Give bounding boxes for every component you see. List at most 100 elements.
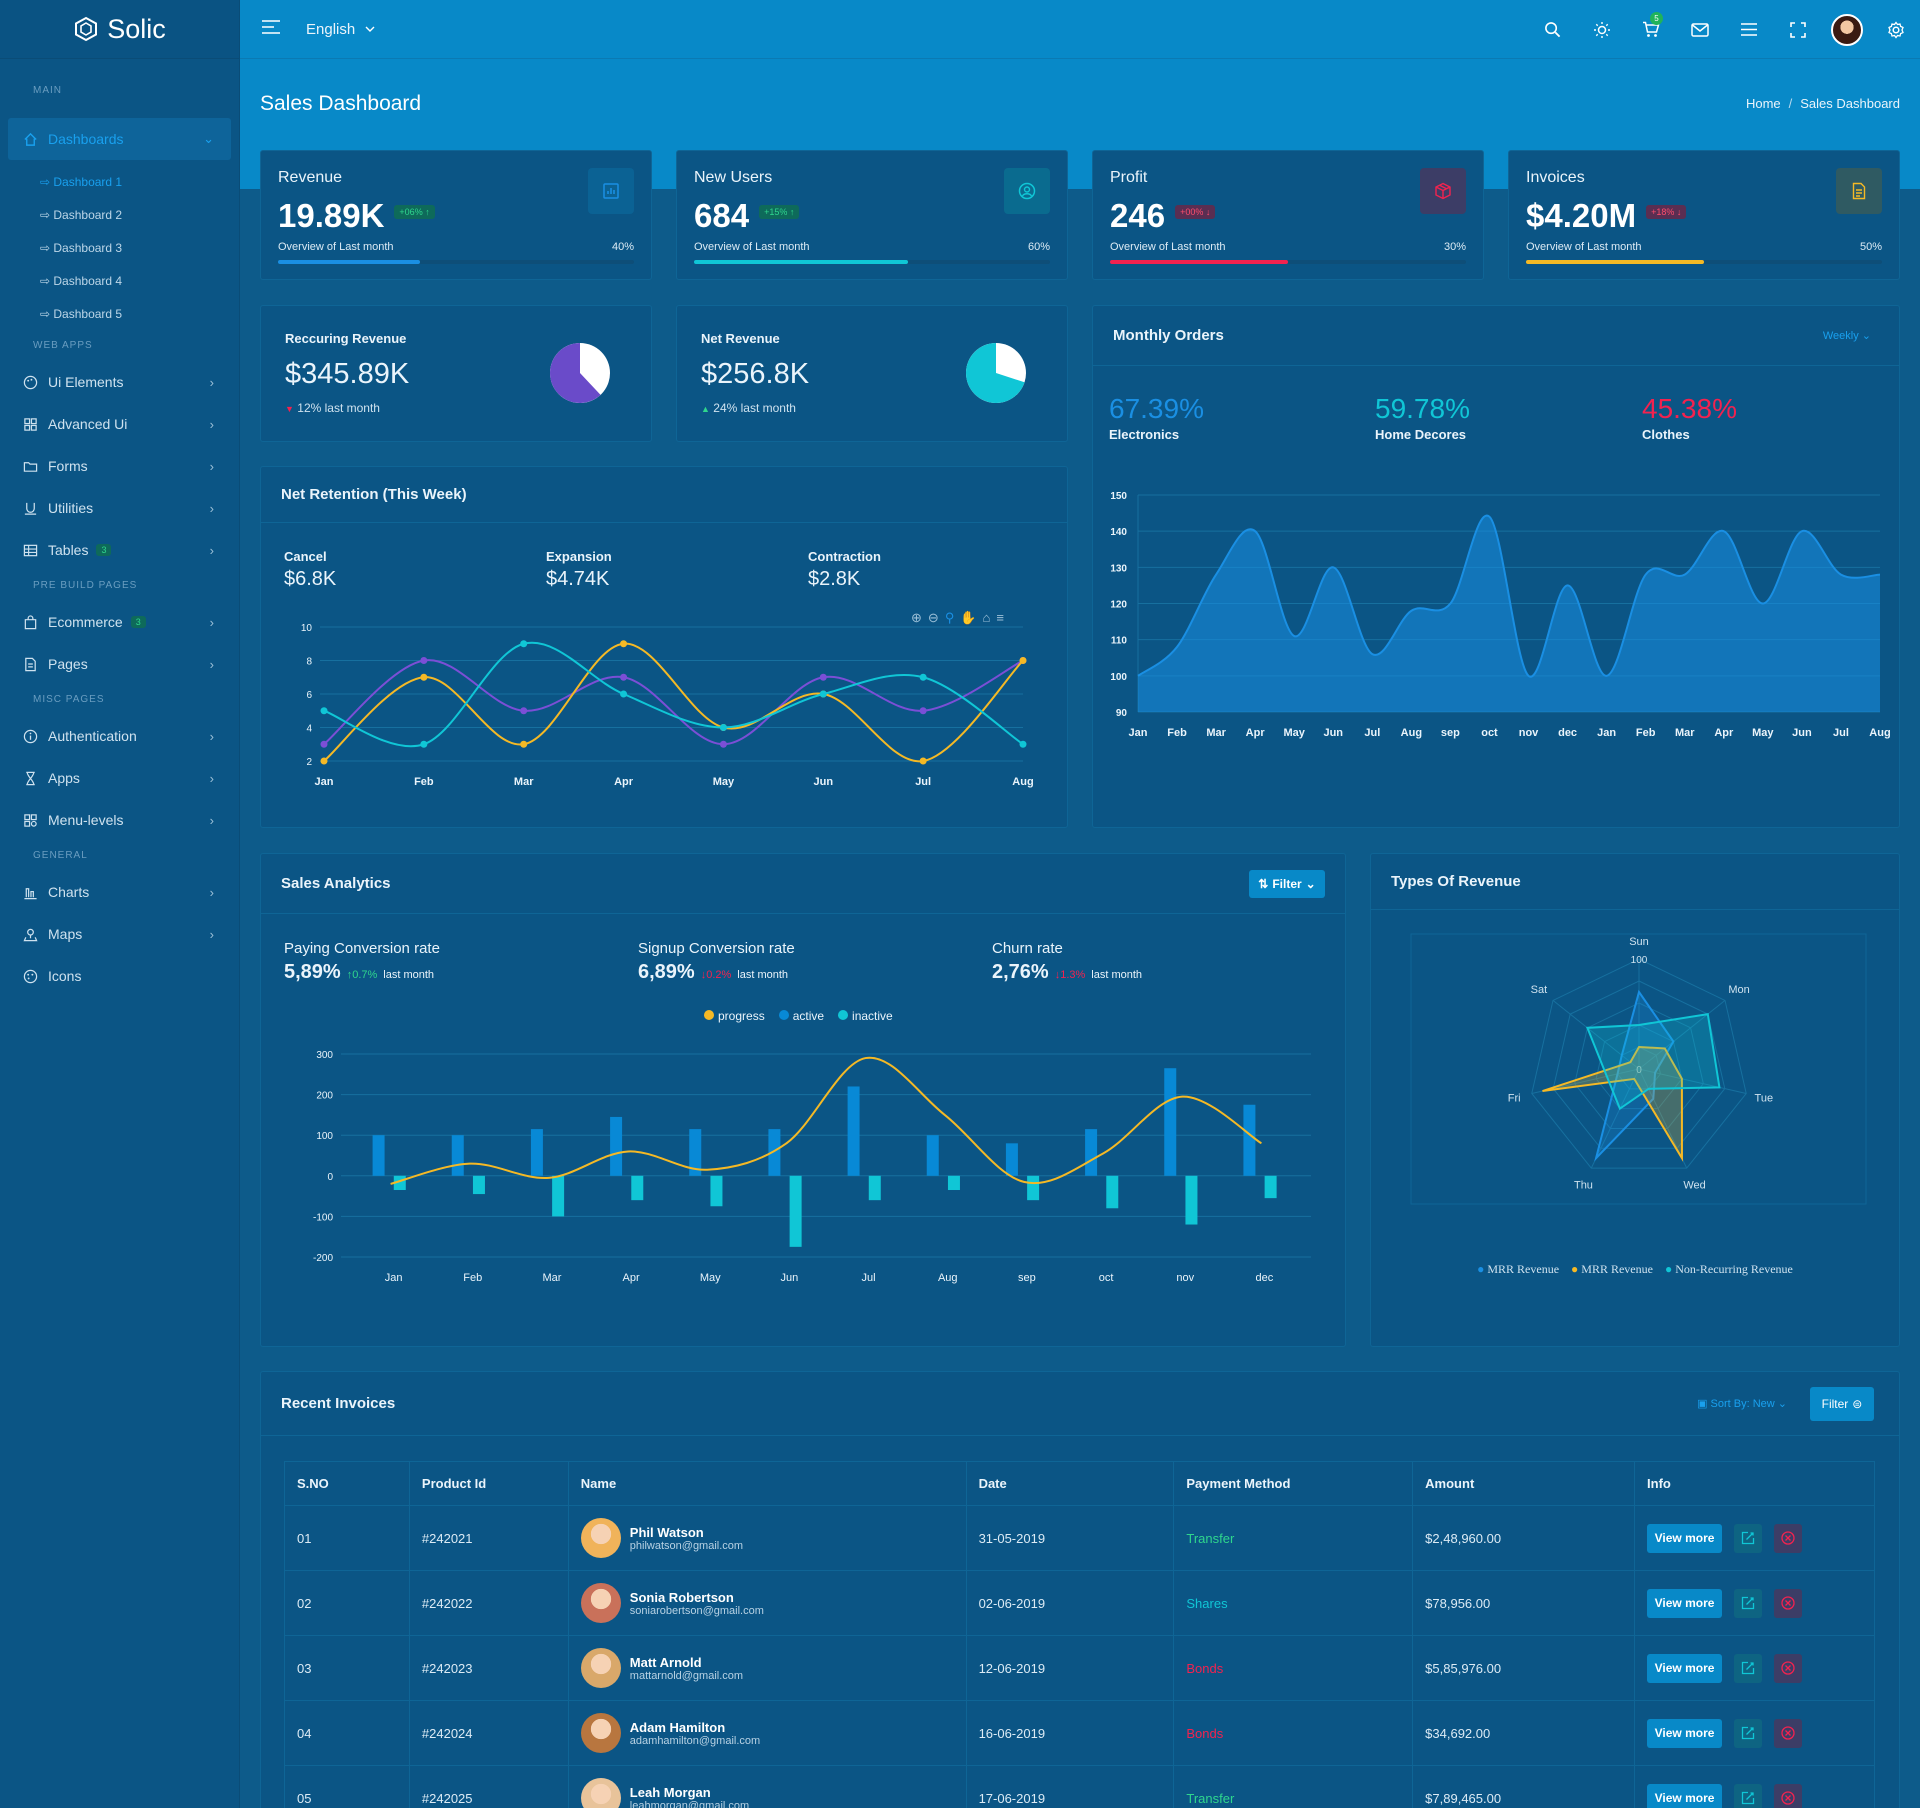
series-line	[323, 659, 1024, 746]
delete-button[interactable]	[1774, 1523, 1803, 1553]
series-line	[323, 642, 1024, 763]
zoom-out-icon[interactable]: ⊖	[927, 610, 939, 625]
bar-active	[847, 1086, 860, 1176]
data-point	[320, 707, 328, 715]
weekly-dropdown[interactable]: Weekly ⌄	[1822, 330, 1871, 342]
legend-item-non-recurring[interactable]: ● Non-Recurring Revenue	[1664, 1262, 1793, 1276]
legend-item-mrr-revenue-2[interactable]: ● MRR Revenue	[1571, 1262, 1653, 1276]
sidebar-subitem-dashboard-4[interactable]: ⇨ Dashboard 4	[40, 274, 123, 288]
stat-progress-fill	[1110, 260, 1288, 264]
sidebar-item-forms[interactable]: Forms ›	[0, 445, 239, 487]
metric-label: Contraction	[808, 549, 881, 564]
settings-button[interactable]	[1871, 0, 1920, 59]
column-header[interactable]: Payment Method	[1173, 1461, 1414, 1506]
y-tick-label: 0	[327, 1172, 333, 1183]
x-tick-label: May	[713, 776, 735, 788]
pan-hand-icon[interactable]: ✋	[960, 610, 977, 625]
sidebar-item-ui-elements[interactable]: Ui Elements ›	[0, 361, 239, 403]
radar-axis-label: Thu	[1574, 1179, 1593, 1191]
column-header[interactable]: Product Id	[408, 1461, 569, 1506]
bar-active	[1005, 1143, 1018, 1176]
invoices-table: S.NO Product Id Name Date Payment Method…	[284, 1461, 1875, 1808]
cell-payment-method: Transfer	[1173, 1765, 1414, 1808]
search-button[interactable]	[1528, 0, 1577, 59]
sidebar-item-tables[interactable]: Tables 3 ›	[0, 529, 239, 571]
metric-row: 6,89% ↓0.2% last month	[638, 961, 788, 984]
edit-button[interactable]	[1734, 1783, 1763, 1808]
radar-grid-ring	[1595, 1024, 1683, 1110]
sidebar-subitem-dashboard-3[interactable]: ⇨ Dashboard 3	[40, 241, 123, 255]
fullscreen-button[interactable]	[1773, 0, 1822, 59]
mail-button[interactable]	[1675, 0, 1724, 59]
view-more-button[interactable]: View more	[1647, 1783, 1723, 1808]
data-point	[520, 707, 528, 715]
sidebar-item-menu-levels[interactable]: Menu-levels ›	[0, 799, 239, 841]
sidebar-item-charts[interactable]: Charts ›	[0, 871, 239, 913]
stat-progress-fill	[694, 260, 908, 264]
sidebar-item-pages[interactable]: Pages ›	[0, 643, 239, 685]
sidebar-subitem-dashboard-1[interactable]: ⇨ Dashboard 1	[40, 175, 123, 189]
filter-button[interactable]: Filter ⊜	[1810, 1387, 1874, 1421]
breadcrumb-current: Sales Dashboard	[1800, 96, 1900, 111]
chart-menu-icon[interactable]: ≡	[996, 610, 1004, 625]
view-more-button[interactable]: View more	[1647, 1523, 1723, 1553]
filter-button[interactable]: ⇅ Filter ⌄	[1249, 870, 1325, 898]
breadcrumb-home[interactable]: Home	[1745, 96, 1781, 111]
edit-icon	[1741, 1531, 1755, 1545]
card-value: $345.89K	[285, 358, 410, 390]
column-header[interactable]: Info	[1634, 1461, 1875, 1506]
sidebar-item-advanced-ui[interactable]: Advanced Ui ›	[0, 403, 239, 445]
data-point	[320, 740, 328, 748]
sidebar-subitem-dashboard-2[interactable]: ⇨ Dashboard 2	[40, 208, 123, 222]
legend-item-active[interactable]: active	[778, 1009, 824, 1023]
x-tick-label: dec	[1558, 727, 1577, 739]
hamburger-menu-icon[interactable]	[262, 19, 280, 39]
sidebar-item-dashboards[interactable]: Dashboards ⌄	[8, 118, 231, 160]
menu-list-button[interactable]	[1724, 0, 1773, 59]
edit-button[interactable]	[1734, 1523, 1763, 1553]
breadcrumb: Home / Sales Dashboard	[1746, 96, 1900, 111]
table-header-row: S.NO Product Id Name Date Payment Method…	[284, 1461, 1875, 1506]
column-header[interactable]: Name	[567, 1461, 967, 1506]
view-more-button[interactable]: View more	[1647, 1588, 1723, 1618]
column-header[interactable]: Date	[965, 1461, 1175, 1506]
magnifier-icon[interactable]: ⚲	[944, 610, 955, 625]
legend-item-mrr-revenue[interactable]: ● MRR Revenue	[1477, 1262, 1560, 1276]
sort-dropdown[interactable]: ▣ Sort By: New ⌄	[1697, 1398, 1787, 1410]
edit-button[interactable]	[1734, 1718, 1763, 1748]
stat-icon-box	[588, 168, 634, 214]
recurring-revenue-card: Reccuring Revenue $345.89K ▼ 12% last mo…	[260, 305, 652, 442]
sidebar-item-maps[interactable]: Maps ›	[0, 913, 239, 955]
delete-button[interactable]	[1774, 1783, 1803, 1808]
sidebar-item-icons[interactable]: Icons	[0, 955, 239, 997]
sidebar-item-ecommerce[interactable]: Ecommerce 3 ›	[0, 601, 239, 643]
sidebar-item-apps[interactable]: Apps ›	[0, 757, 239, 799]
radar-series	[1594, 989, 1675, 1162]
sidebar-item-utilities[interactable]: Utilities ›	[0, 487, 239, 529]
profile-button[interactable]	[1822, 0, 1871, 59]
delete-button[interactable]	[1774, 1718, 1803, 1748]
legend-item-inactive[interactable]: inactive	[838, 1009, 893, 1023]
view-more-button[interactable]: View more	[1647, 1718, 1723, 1748]
reset-home-icon[interactable]: ⌂	[982, 610, 991, 625]
delete-button[interactable]	[1774, 1588, 1803, 1618]
edit-button[interactable]	[1734, 1588, 1763, 1618]
data-point	[819, 690, 827, 698]
x-tick-label: oct	[1099, 1272, 1114, 1284]
delete-button[interactable]	[1774, 1653, 1803, 1683]
zoom-in-icon[interactable]: ⊕	[911, 610, 922, 625]
column-header[interactable]: S.NO	[284, 1461, 410, 1506]
stat-card-invoices: Invoices $4.20M +18% ↓ Overview of Last m…	[1508, 150, 1900, 280]
view-more-button[interactable]: View more	[1647, 1653, 1723, 1683]
cart-button[interactable]: 5	[1626, 0, 1675, 59]
edit-button[interactable]	[1734, 1653, 1763, 1683]
radar-grid-ring	[1574, 1002, 1704, 1129]
cell-name: Matt Arnold mattarnold@gmail.com	[567, 1635, 967, 1701]
legend-item-progress[interactable]: progress	[704, 1009, 765, 1023]
sidebar-item-authentication[interactable]: Authentication ›	[0, 715, 239, 757]
sidebar-subitem-dashboard-5[interactable]: ⇨ Dashboard 5	[40, 307, 123, 321]
theme-toggle-button[interactable]	[1577, 0, 1626, 59]
language-selector[interactable]: English	[306, 21, 375, 38]
column-header[interactable]: Amount	[1412, 1461, 1636, 1506]
brand-logo[interactable]: Solic	[0, 0, 239, 59]
